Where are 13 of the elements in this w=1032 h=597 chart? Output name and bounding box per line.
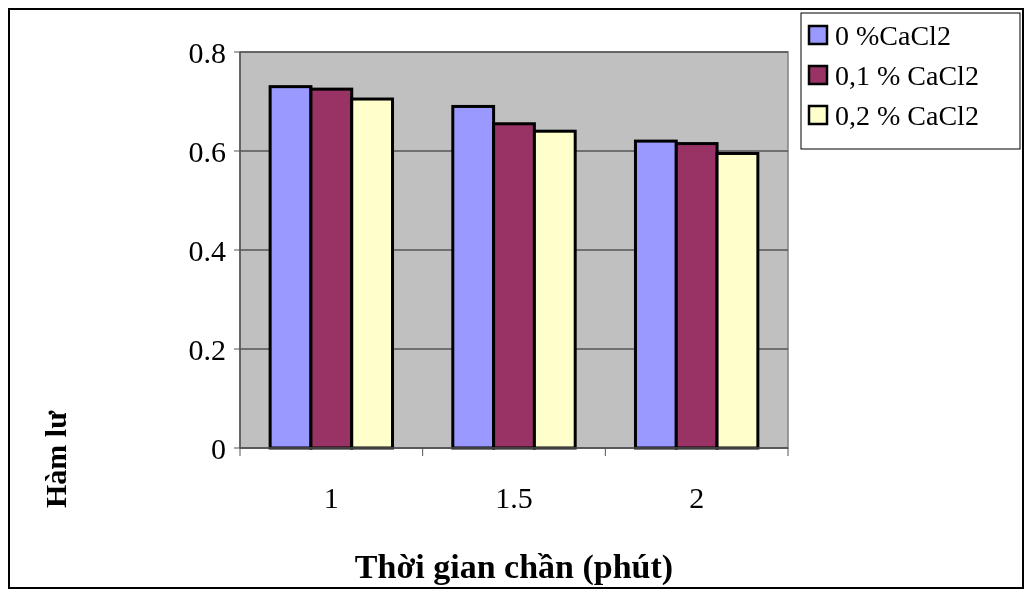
legend-label: 0 %CaCl2 (835, 19, 951, 51)
x-axis-title: Thời gian chần (phút) (354, 548, 674, 586)
y-tick-label: 0.4 (188, 233, 226, 267)
x-tick-label: 2 (689, 481, 705, 514)
y-tick-label: 0.8 (188, 35, 226, 69)
x-tick-label: 1 (323, 481, 339, 514)
y-axis-title: Hàm lư (39, 409, 72, 508)
legend-label: 0,2 % CaCl2 (835, 99, 979, 131)
x-tick-label: 1.5 (495, 481, 533, 514)
y-tick-label: 0.6 (188, 134, 226, 168)
y-tick-label: 0 (211, 431, 226, 465)
y-tick-label: 0.2 (188, 332, 226, 366)
legend-label: 0,1 % CaCl2 (835, 59, 979, 91)
